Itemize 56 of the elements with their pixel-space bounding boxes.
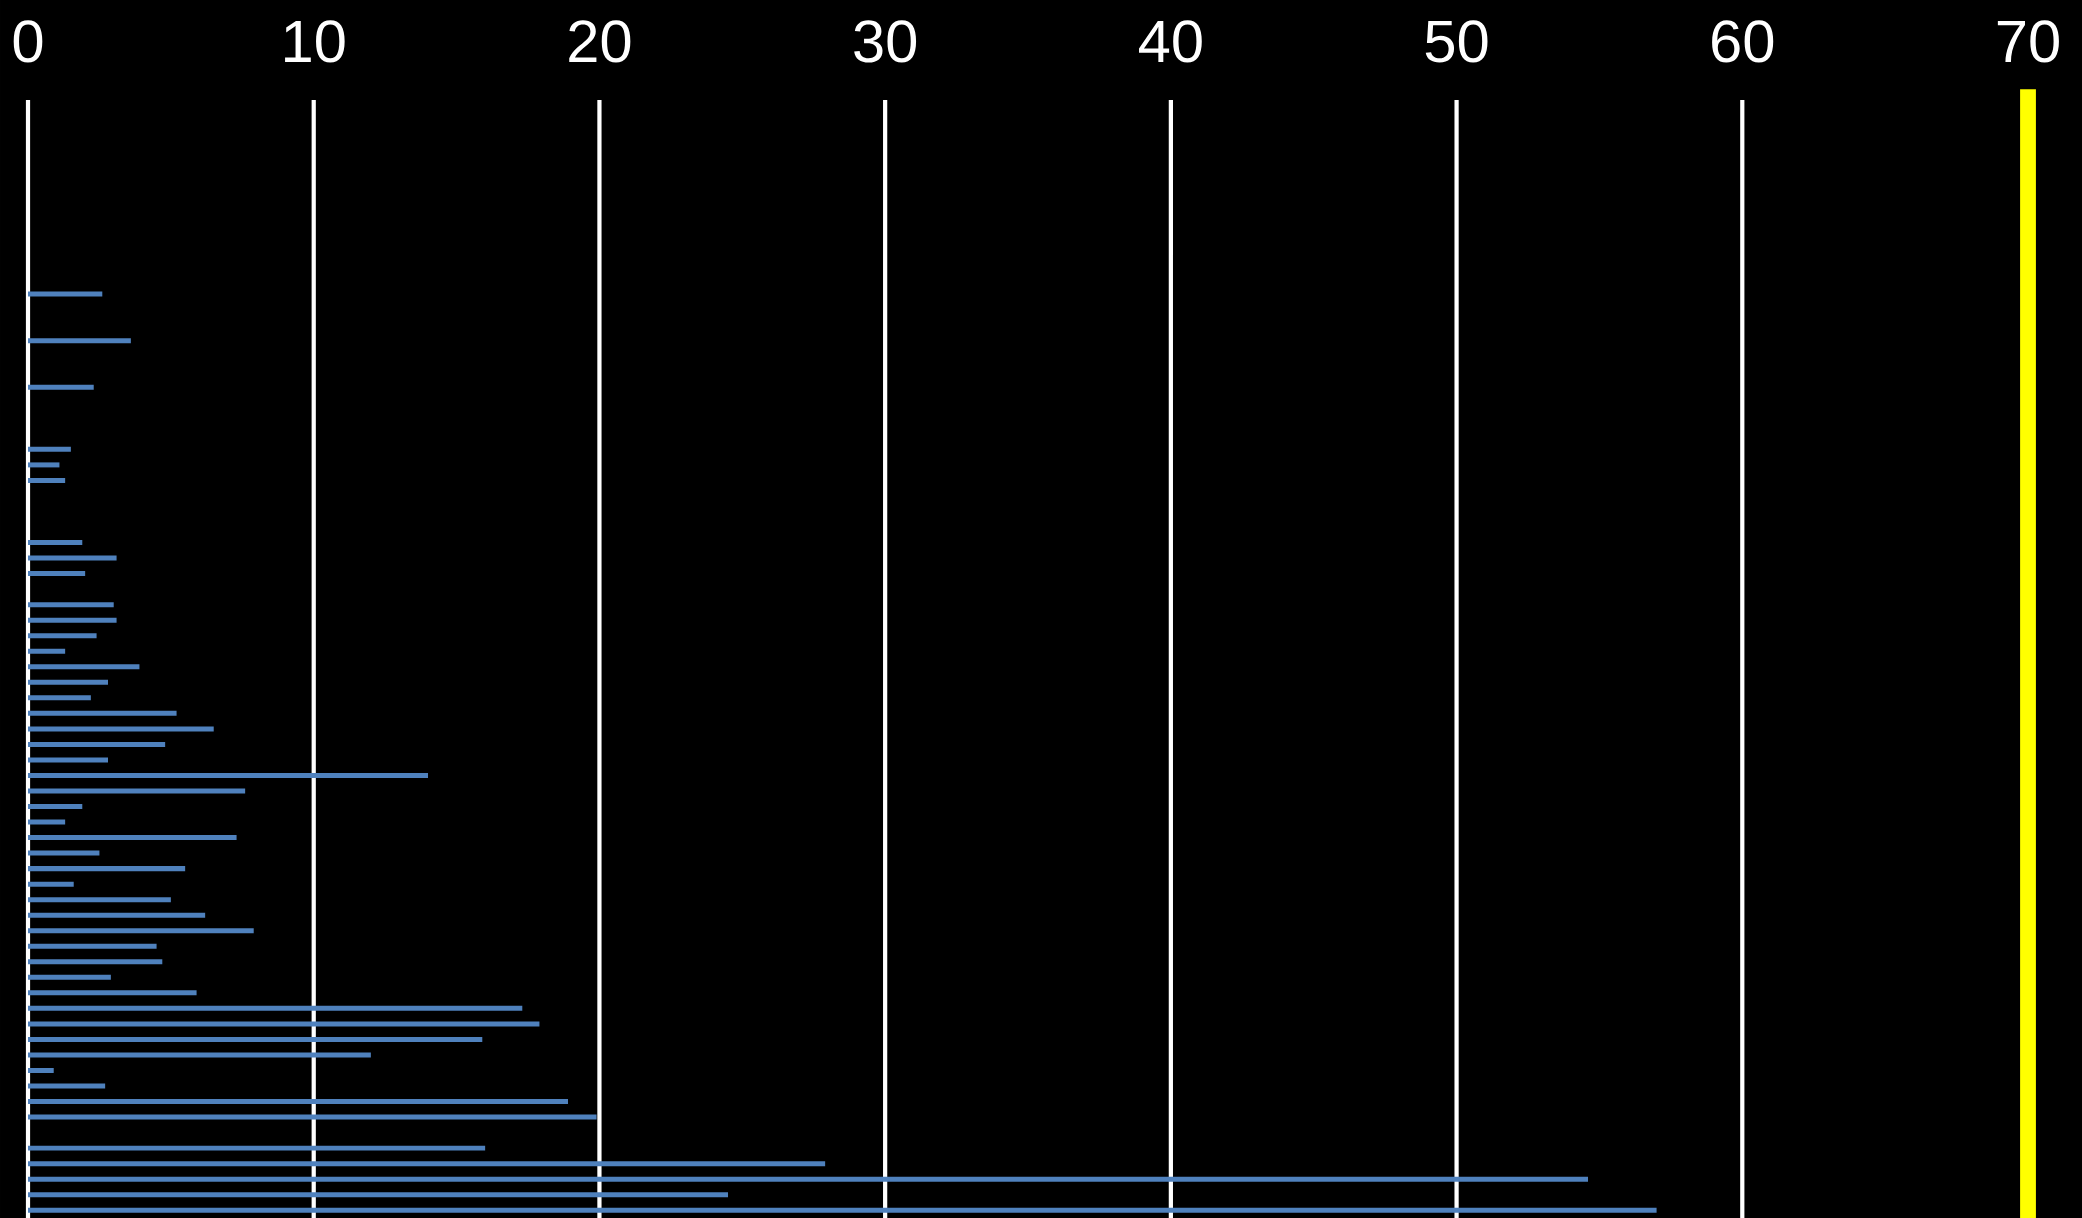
bar — [28, 912, 206, 918]
bar — [28, 1161, 826, 1167]
bar — [28, 477, 66, 483]
bar — [28, 726, 214, 732]
bar — [28, 757, 108, 763]
bar — [28, 772, 429, 778]
x-tick-label: 40 — [1139, 20, 1202, 63]
bar — [28, 1176, 1589, 1182]
bar — [28, 446, 71, 452]
bar — [28, 1067, 54, 1073]
bar — [28, 1036, 483, 1042]
bar — [28, 338, 131, 344]
bar — [28, 943, 157, 949]
bar — [28, 555, 117, 561]
x-tick-label: 10 — [285, 20, 345, 63]
bar — [28, 1099, 569, 1105]
bar — [28, 695, 91, 701]
bar — [28, 1005, 523, 1011]
bar — [28, 633, 97, 639]
bar — [28, 788, 246, 794]
bar — [28, 835, 237, 841]
bar — [28, 648, 66, 654]
bar — [28, 897, 171, 903]
bar — [28, 602, 114, 608]
bar — [28, 1207, 1657, 1213]
x-tick-label: 70 — [1997, 20, 2059, 63]
bar — [28, 959, 163, 965]
bar — [28, 1145, 486, 1151]
x-tick-label: 20 — [569, 20, 631, 63]
bar — [28, 866, 186, 872]
bar — [28, 819, 66, 825]
bar — [28, 974, 111, 980]
bar — [28, 571, 86, 577]
bar — [28, 617, 117, 623]
bar — [28, 928, 254, 934]
bar — [28, 710, 177, 716]
bar — [28, 664, 140, 670]
x-tick-label: 60 — [1712, 20, 1774, 63]
bar — [28, 679, 108, 685]
bar — [28, 462, 60, 468]
bar — [28, 1021, 540, 1027]
x-tick-label: 30 — [854, 20, 917, 63]
bar — [28, 990, 197, 996]
x-tick-label: 0 — [13, 20, 43, 63]
bar — [28, 384, 94, 390]
bar — [28, 1083, 106, 1089]
bar — [28, 540, 83, 546]
bar — [28, 291, 103, 297]
x-tick-label: 50 — [1425, 20, 1488, 63]
bar — [28, 1192, 729, 1198]
bar — [28, 804, 83, 810]
bar — [28, 850, 100, 856]
bar — [28, 741, 166, 747]
bar — [28, 881, 74, 887]
bar — [28, 1052, 371, 1058]
bar — [28, 1114, 597, 1120]
